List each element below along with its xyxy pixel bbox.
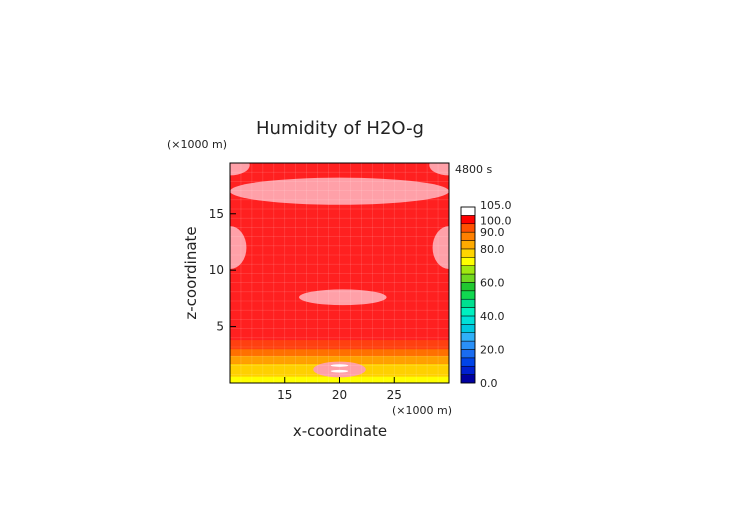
grid-lines [229,162,450,383]
colorbar-swatch [460,240,476,250]
upper-supersaturated-band [230,177,449,205]
colorbar-swatch [460,290,476,300]
colorbar-swatch [460,357,476,367]
colorbar-frame [460,206,476,384]
right-edge-patch [432,226,449,270]
colorbar-label: 20.0 [480,343,505,356]
x-tick-label: 25 [387,388,402,402]
colorbar-swatch [460,340,476,350]
colorbar-swatch [460,257,476,266]
colorbar-swatch [460,282,476,292]
colorbar-swatch [460,374,476,384]
colorbar-swatch [460,231,476,241]
x-axis-ticks: 15 20 25 [277,377,402,402]
colorbar-label: 90.0 [480,226,505,239]
colorbar-swatch [460,248,476,258]
y-axis-label: z-coordinate [182,226,200,319]
y-unit-label: (×1000 m) [167,138,227,151]
colorbar-swatch [460,349,476,359]
colorbar-labels: 105.0 100.090.0 80.0 60.0 40.0 20.0 0.0 [480,199,512,390]
colorbar [460,206,476,384]
colorbar-swatch [460,307,476,317]
humidity-field [230,163,449,383]
colorbar-swatch [460,315,476,325]
y-tick-label: 15 [209,207,224,221]
colorbar-swatch [460,365,476,375]
colorbar-swatch [460,206,476,216]
time-label: 4800 s [455,163,492,176]
colorbar-swatch [460,273,476,283]
y-axis-ticks: 5 10 15 [209,207,236,334]
colorbar-swatch [460,324,476,333]
humidity-band-0 [230,340,449,350]
x-tick-label: 20 [332,388,347,402]
colorbar-label: 0.0 [480,377,498,390]
humidity-band-1 [230,349,449,356]
colorbar-label: 60.0 [480,276,505,289]
colorbar-swatch [460,298,476,308]
chart-title: Humidity of H2O-g [256,118,424,139]
peak-mark-1 [330,369,349,373]
colorbar-label: 40.0 [480,310,505,323]
colorbar-swatch [460,215,476,225]
colorbar-label: 80.0 [480,243,505,256]
low-level-core [313,361,366,378]
x-axis-label: x-coordinate [293,422,387,440]
y-tick-label: 5 [216,320,224,334]
x-unit-label: (×1000 m) [392,404,452,417]
colorbar-swatch [460,265,476,275]
colorbar-swatch [460,223,476,233]
colorbar-label: 105.0 [480,199,512,212]
top-right-corner-patch [429,163,449,176]
x-tick-label: 15 [277,388,292,402]
plot-area [229,162,450,384]
y-tick-label: 10 [209,263,224,277]
colorbar-swatch [460,332,476,342]
peak-mark-0 [330,364,349,367]
mid-level-patch [298,289,387,306]
colorbar-label: 100.0 [480,214,512,227]
left-edge-patch [230,226,247,270]
humidity-band-2 [230,355,449,364]
top-left-corner-patch [230,163,250,176]
